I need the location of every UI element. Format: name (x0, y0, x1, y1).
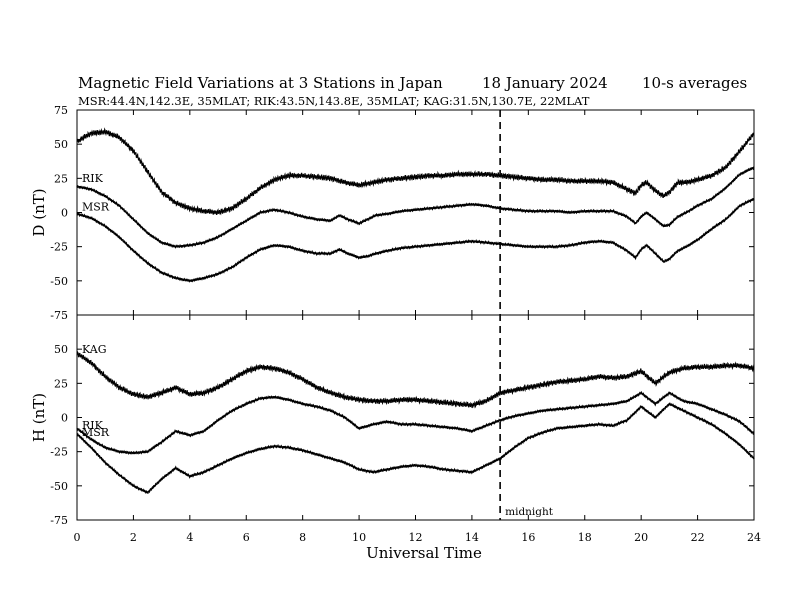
panel-frame (76, 314, 755, 521)
panel-frame (76, 109, 755, 316)
x-tick-label: 0 (74, 531, 81, 544)
chart-title: Magnetic Field Variations at 3 Stations … (78, 74, 443, 92)
y-tick-label: -75 (50, 514, 68, 527)
declination-panel: 75 50 25 0 -25 -50 -75 D (nT) RIK MSR (30, 104, 755, 322)
series-line-msr (76, 402, 755, 495)
midnight-marker: midnight (499, 110, 554, 520)
y-tick-label: 25 (54, 172, 68, 185)
x-tick-label: 18 (578, 531, 592, 544)
y-axis-title: H (nT) (30, 393, 48, 442)
series-label-msr: MSR (82, 426, 110, 439)
series-line-rik (76, 166, 755, 249)
series-line-rik (76, 390, 755, 455)
x-tick-label: 12 (409, 531, 423, 544)
y-tick-label: 0 (61, 207, 68, 220)
series-label-kag: KAG (82, 343, 107, 356)
y-tick-label: 0 (61, 412, 68, 425)
series-line-unlabeled (76, 127, 755, 216)
y-tick-label: -25 (50, 446, 68, 459)
x-axis: 0 2 4 6 8 10 12 14 16 18 20 22 24 (74, 110, 761, 544)
x-tick-label: 22 (691, 531, 705, 544)
series-line-kag (76, 351, 755, 409)
chart-date: 18 January 2024 (482, 74, 608, 92)
y-tick-label: 75 (54, 104, 68, 117)
x-tick-label: 2 (130, 531, 137, 544)
x-tick-label: 6 (243, 531, 250, 544)
chart-averaging: 10-s averages (642, 74, 747, 92)
x-axis-title: Universal Time (366, 544, 482, 562)
x-tick-label: 16 (521, 531, 535, 544)
y-tick-label: -50 (50, 480, 68, 493)
y-tick-label: 25 (54, 377, 68, 390)
y-tick-label: -75 (50, 309, 68, 322)
x-tick-label: 20 (634, 531, 648, 544)
chart-subtitle: MSR:44.4N,142.3E, 35MLAT; RIK:43.5N,143.… (78, 94, 590, 108)
y-tick-label: 50 (54, 343, 68, 356)
series-line-msr (76, 197, 755, 283)
midnight-label: midnight (505, 506, 554, 518)
y-tick-label: 50 (54, 138, 68, 151)
x-tick-label: 24 (747, 531, 761, 544)
y-axis-title: D (nT) (30, 188, 48, 236)
series-label-msr: MSR (82, 200, 110, 213)
y-tick-label: -50 (50, 275, 68, 288)
y-tick-label: -25 (50, 241, 68, 254)
series-label-rik: RIK (82, 419, 104, 432)
series-label-rik: RIK (82, 172, 104, 185)
x-tick-label: 10 (352, 531, 366, 544)
x-tick-label: 4 (186, 531, 193, 544)
x-tick-label: 14 (465, 531, 479, 544)
x-tick-label: 8 (299, 531, 306, 544)
